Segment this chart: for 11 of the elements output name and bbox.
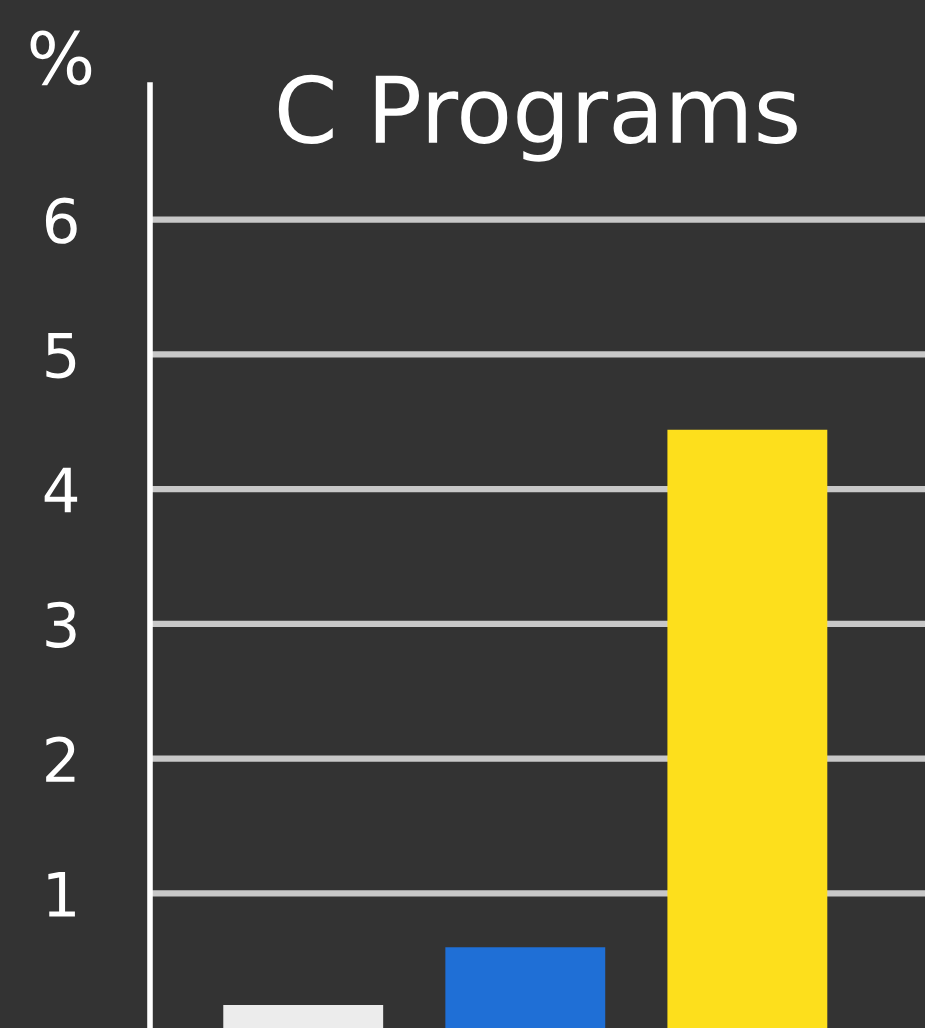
bar — [223, 1005, 384, 1028]
y-tick-label: 1 — [48, 871, 75, 917]
y-tick-label: 5 — [46, 333, 76, 379]
y-tick-label: 6 — [45, 197, 77, 244]
bar — [667, 429, 828, 1028]
y-axis-title: % — [30, 30, 92, 86]
y-tick-label: 4 — [44, 467, 78, 513]
y-tick-label: 3 — [46, 601, 76, 648]
bar — [445, 947, 606, 1028]
y-tick-label: 2 — [46, 736, 75, 782]
chart-title: C Programs — [278, 74, 797, 162]
